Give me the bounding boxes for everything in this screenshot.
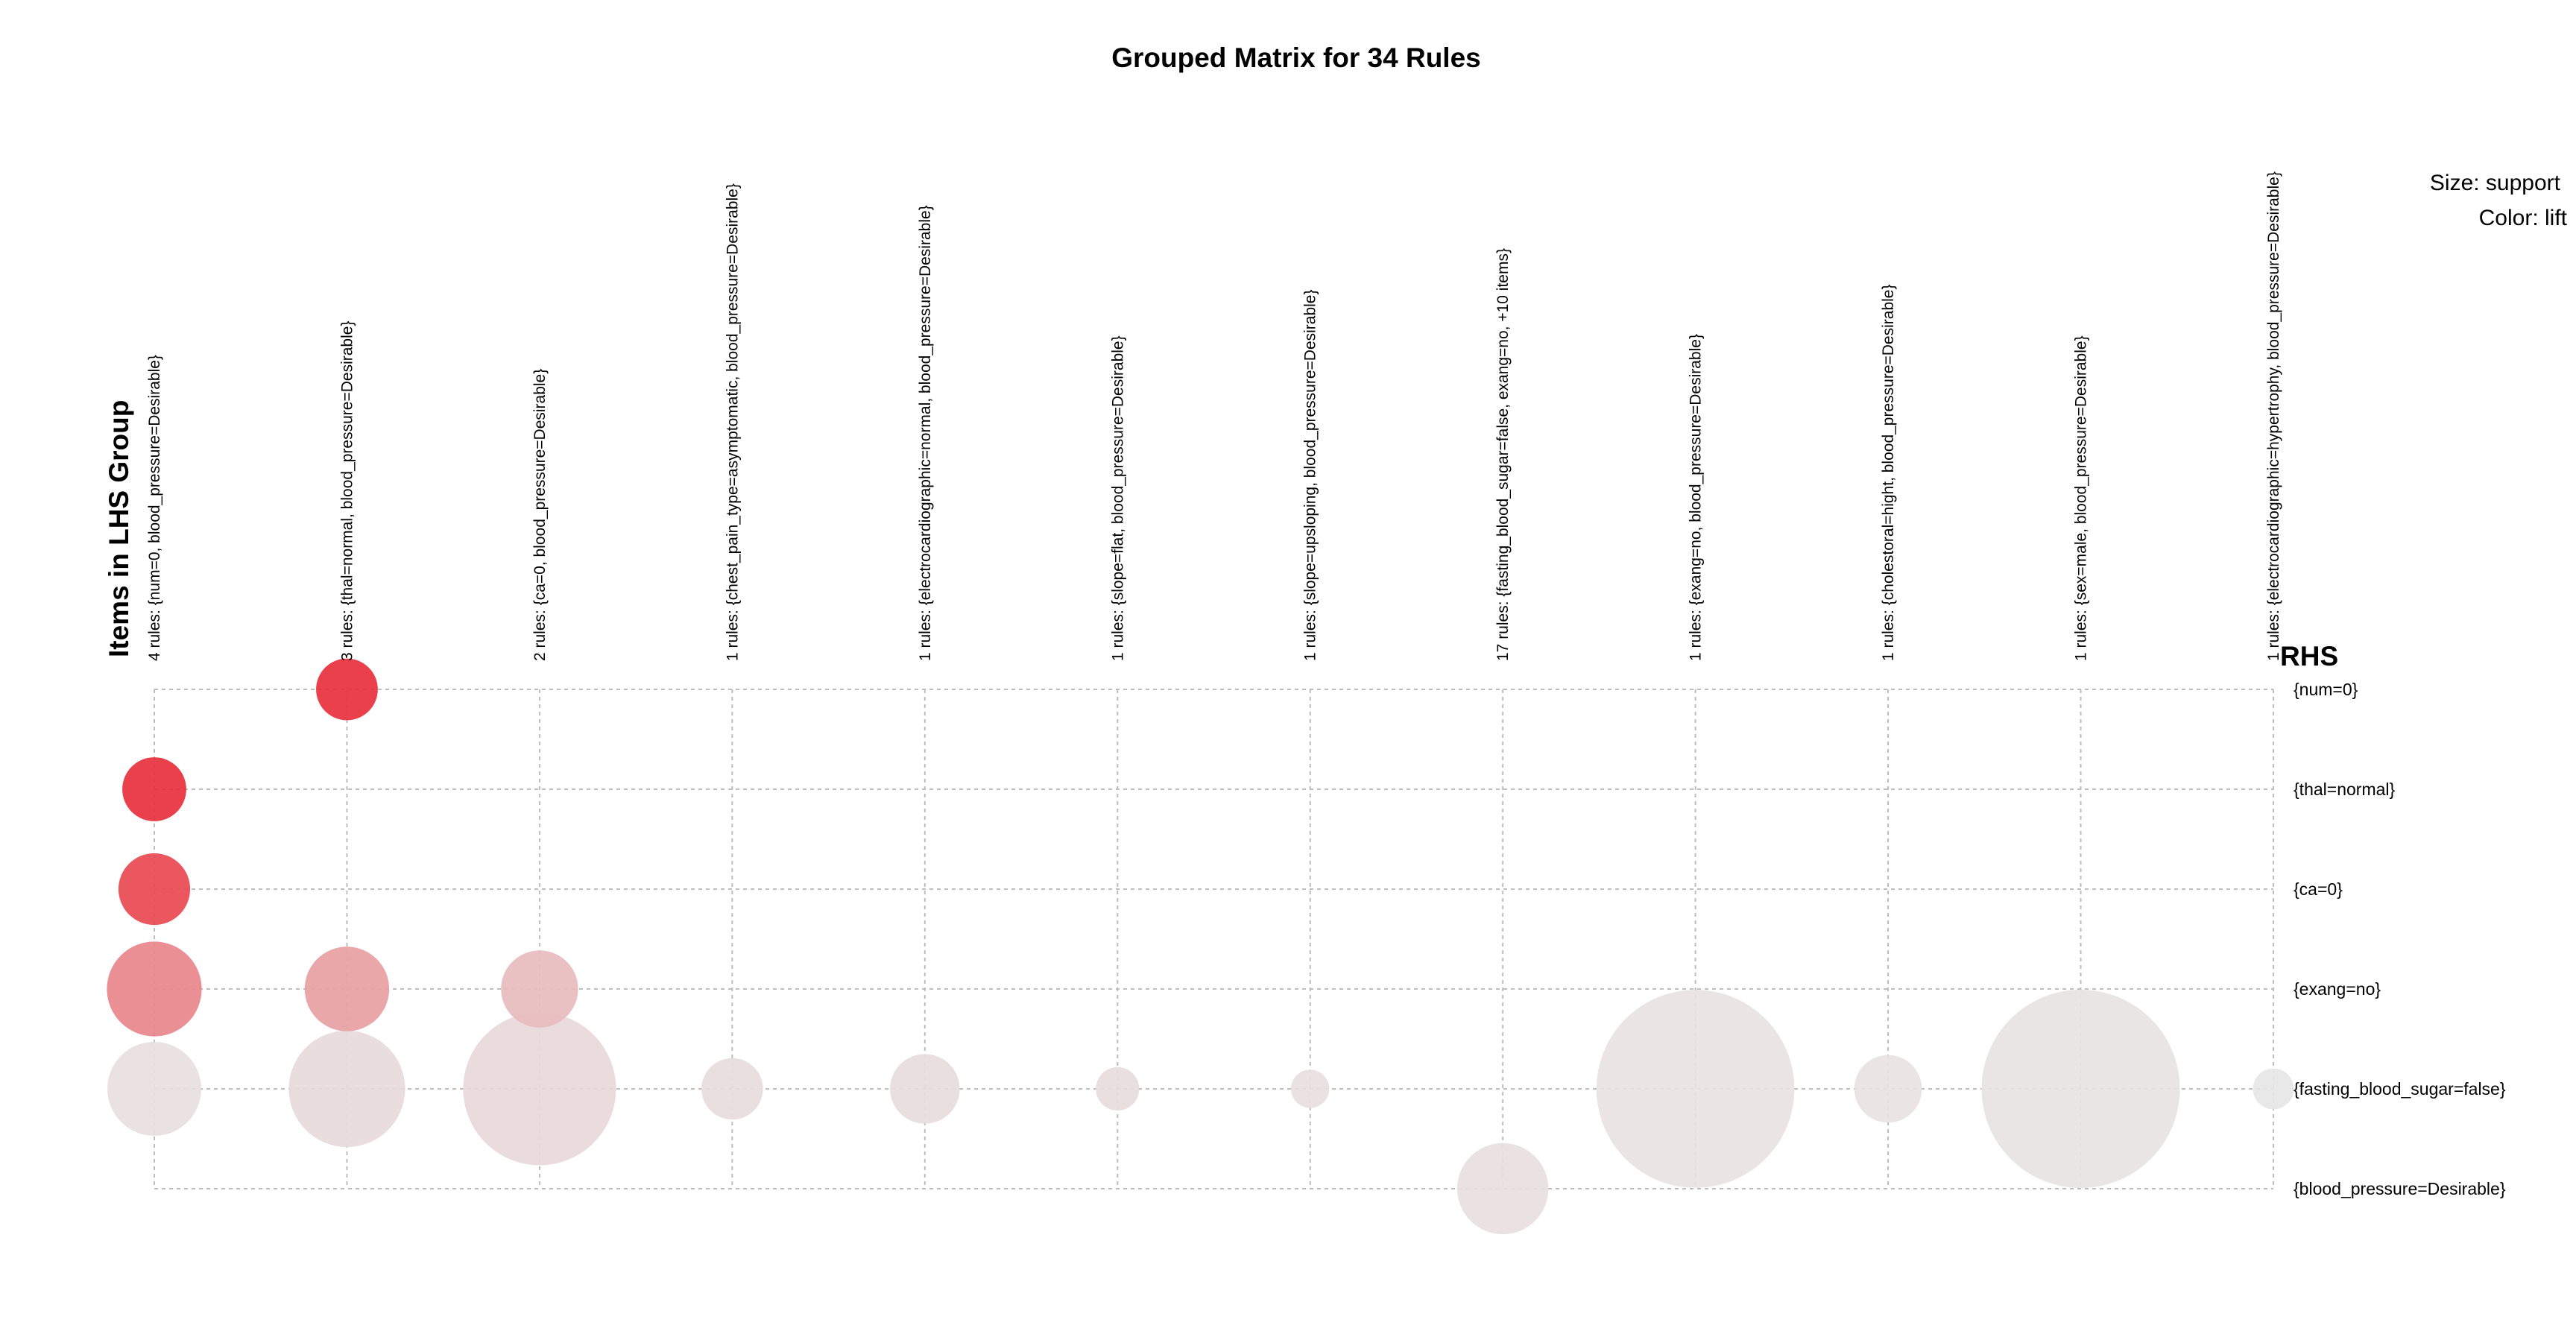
bubble-point [288,1030,405,1148]
row-label: {num=0} [2294,680,2358,699]
column-label: 1 rules: {slope=flat, blood_pressure=Des… [1109,335,1126,661]
column-label: 4 rules: {num=0, blood_pressure=Desirabl… [146,355,163,661]
row-labels: {num=0} {thal=normal} {ca=0} {exang=no} {fas… [2294,680,2506,1198]
column-label: 1 rules: {chest_pain_type=asymptomatic, … [724,183,741,661]
bubbles [107,658,2294,1235]
bubble-point [501,950,578,1028]
bubble-point [2253,1068,2294,1110]
bubble-point [890,1054,960,1124]
row-label: {fasting_blood_sugar=false} [2294,1079,2506,1099]
column-label: 17 rules: {fasting_blood_sugar=false, ex… [1494,248,1512,661]
chart-title: Grouped Matrix for 34 Rules [1111,42,1481,73]
row-label: {thal=normal} [2294,780,2395,799]
row-label: {exang=no} [2294,979,2381,999]
bubble-point [1854,1055,1922,1123]
column-label: 1 rules: {slope=upsloping, blood_pressur… [1302,289,1319,661]
column-label: 1 rules: {electrocardiographic=normal, b… [917,205,934,661]
bubble-point [122,757,186,821]
bubble-point [118,853,191,926]
bubble-point [107,1042,201,1136]
legend-color: Color: lift [2479,206,2568,230]
bubble-point [1096,1066,1140,1111]
legend-size: Size: support [2430,171,2561,195]
row-label: {blood_pressure=Desirable} [2294,1179,2506,1198]
bubble-point [463,1012,616,1166]
column-label: 1 rules: {sex=male, blood_pressure=Desir… [2073,335,2090,661]
x-axis-title: Items in LHS Group [104,400,134,657]
bubble-point [1596,990,1795,1188]
column-label: 1 rules: {cholestoral=hight, blood_press… [1880,285,1897,662]
bubble-point [107,941,202,1037]
column-label: 2 rules: {ca=0, blood_pressure=Desirable… [531,369,549,661]
column-label: 1 rules: {electrocardiographic=hypertrop… [2265,171,2282,661]
y-axis-title: RHS [2280,641,2338,671]
bubble-point [701,1058,763,1120]
bubble-point [316,658,378,721]
bubble-point [1981,990,2180,1188]
bubble-point [1456,1143,1549,1235]
column-label: 3 rules: {thal=normal, blood_pressure=De… [338,321,356,661]
bubble-point [1291,1069,1330,1108]
column-label: 1 rules: {exang=no, blood_pressure=Desir… [1688,334,1705,661]
row-label: {ca=0} [2294,879,2343,899]
column-labels: 4 rules: {num=0, blood_pressure=Desirabl… [146,171,2282,661]
bubble-point [304,946,390,1031]
